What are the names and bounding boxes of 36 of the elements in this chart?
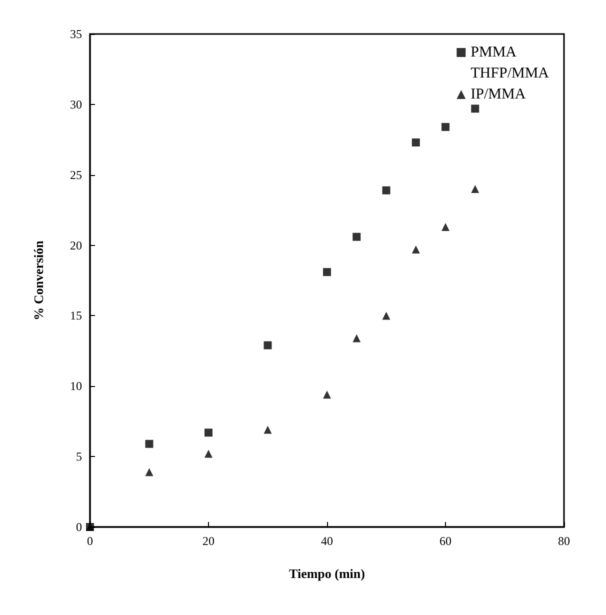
point (352, 334, 361, 342)
x-tick-label: 0 (87, 534, 93, 548)
point (204, 450, 212, 458)
x-tick-label: 20 (202, 534, 214, 548)
x-tick-label: 40 (321, 534, 333, 548)
y-tick-label: 0 (76, 520, 82, 534)
point (442, 222, 450, 231)
point (323, 268, 331, 276)
y-tick-label: 25 (70, 168, 82, 182)
y-tick-label: 30 (70, 97, 82, 112)
point (145, 468, 154, 476)
x-tick-label: 80 (558, 534, 570, 548)
point (323, 390, 331, 399)
y-tick-label: 15 (70, 308, 82, 323)
x-tick-label: 60 (440, 534, 452, 548)
point (264, 426, 272, 434)
point (412, 246, 420, 254)
point (382, 186, 390, 194)
point (204, 428, 212, 437)
legend-label: IP/MMA (470, 86, 526, 102)
y-tick-label: 20 (70, 238, 82, 252)
legend-label: PMMA (470, 44, 517, 60)
point (145, 440, 154, 448)
y-tick-label: 10 (70, 379, 82, 394)
y-axis-title: % Conversión (31, 240, 46, 320)
point (352, 232, 361, 241)
point (442, 122, 450, 131)
y-tick-label: 5 (76, 450, 82, 464)
y-tick-label: 35 (70, 27, 82, 41)
point (471, 104, 480, 113)
x-axis-title: Tiempo (min) (289, 566, 365, 581)
point (412, 138, 420, 146)
point (382, 312, 390, 320)
legend-label: THFP/MMA (470, 66, 550, 82)
point (471, 184, 480, 193)
point (264, 341, 272, 350)
